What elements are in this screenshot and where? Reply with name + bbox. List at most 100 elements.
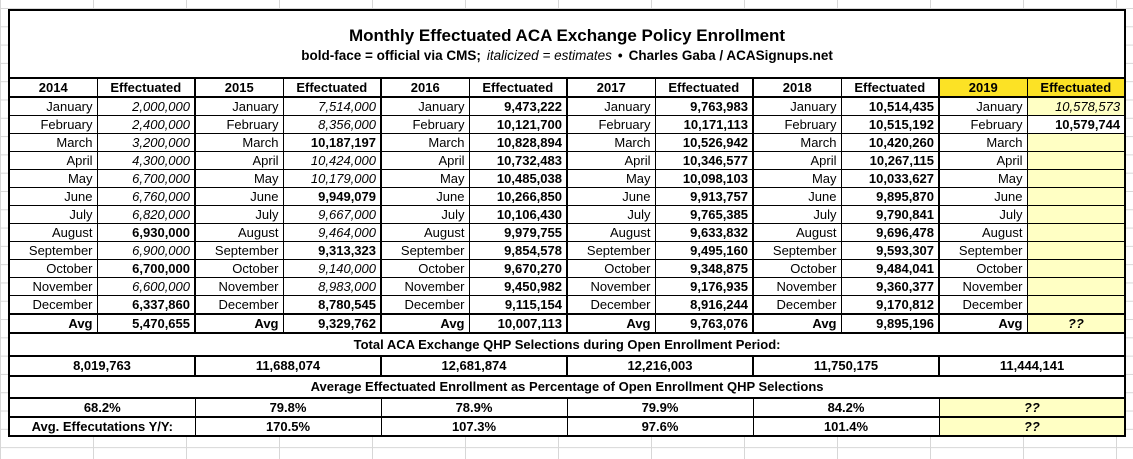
- value-cell-2018-may[interactable]: 10,033,627: [840, 169, 940, 188]
- value-cell-2018-october[interactable]: 9,484,041: [840, 259, 940, 278]
- value-cell-2015-february[interactable]: 8,356,000: [282, 115, 382, 134]
- month-cell-2015-march[interactable]: March: [194, 133, 284, 152]
- pct-value-2017[interactable]: 79.9%: [566, 397, 754, 418]
- month-cell-2016-december[interactable]: December: [380, 295, 470, 315]
- month-cell-2016-july[interactable]: July: [380, 205, 470, 224]
- pct-value-2019[interactable]: ??: [938, 397, 1126, 418]
- value-cell-2015-may[interactable]: 10,179,000: [282, 169, 382, 188]
- title-block-cell[interactable]: Monthly Effectuated ACA Exchange Policy …: [8, 9, 1126, 79]
- value-cell-2017-october[interactable]: 9,348,875: [654, 259, 754, 278]
- month-cell-2019-june[interactable]: June: [938, 187, 1028, 206]
- value-cell-2018-february[interactable]: 10,515,192: [840, 115, 940, 134]
- effectuated-header-2018[interactable]: Effectuated: [840, 77, 940, 98]
- value-cell-2019-august[interactable]: [1026, 223, 1126, 242]
- month-cell-2018-january[interactable]: January: [752, 96, 842, 116]
- pct-value-2015[interactable]: 79.8%: [194, 397, 382, 418]
- month-cell-2018-september[interactable]: September: [752, 241, 842, 260]
- value-cell-2016-april[interactable]: 10,732,483: [468, 151, 568, 170]
- month-cell-2019-may[interactable]: May: [938, 169, 1028, 188]
- value-cell-2017-february[interactable]: 10,171,113: [654, 115, 754, 134]
- month-cell-2014-august[interactable]: August: [8, 223, 98, 242]
- value-cell-2019-november[interactable]: [1026, 277, 1126, 296]
- avg-label-2018[interactable]: Avg: [752, 313, 842, 334]
- value-cell-2018-august[interactable]: 9,696,478: [840, 223, 940, 242]
- avg-label-2015[interactable]: Avg: [194, 313, 284, 334]
- qhp-heading[interactable]: Total ACA Exchange QHP Selections during…: [8, 332, 1126, 357]
- qhp-total-2014[interactable]: 8,019,763: [8, 355, 196, 377]
- value-cell-2016-july[interactable]: 10,106,430: [468, 205, 568, 224]
- value-cell-2015-november[interactable]: 8,983,000: [282, 277, 382, 296]
- month-cell-2018-february[interactable]: February: [752, 115, 842, 134]
- value-cell-2018-april[interactable]: 10,267,115: [840, 151, 940, 170]
- month-cell-2017-november[interactable]: November: [566, 277, 656, 296]
- month-cell-2019-december[interactable]: December: [938, 295, 1028, 315]
- value-cell-2015-december[interactable]: 8,780,545: [282, 295, 382, 315]
- month-cell-2017-june[interactable]: June: [566, 187, 656, 206]
- yoy-label[interactable]: Avg. Effecutations Y/Y:: [8, 416, 196, 437]
- yoy-value-2017[interactable]: 97.6%: [566, 416, 754, 437]
- month-cell-2018-august[interactable]: August: [752, 223, 842, 242]
- avg-label-2017[interactable]: Avg: [566, 313, 656, 334]
- month-cell-2016-february[interactable]: February: [380, 115, 470, 134]
- month-cell-2017-february[interactable]: February: [566, 115, 656, 134]
- value-cell-2019-april[interactable]: [1026, 151, 1126, 170]
- year-header-2015[interactable]: 2015: [194, 77, 284, 98]
- month-cell-2016-august[interactable]: August: [380, 223, 470, 242]
- month-cell-2015-august[interactable]: August: [194, 223, 284, 242]
- value-cell-2017-november[interactable]: 9,176,935: [654, 277, 754, 296]
- year-header-2017[interactable]: 2017: [566, 77, 656, 98]
- value-cell-2018-november[interactable]: 9,360,377: [840, 277, 940, 296]
- effectuated-header-2014[interactable]: Effectuated: [96, 77, 196, 98]
- value-cell-2019-february[interactable]: 10,579,744: [1026, 115, 1126, 134]
- value-cell-2014-january[interactable]: 2,000,000: [96, 96, 196, 116]
- value-cell-2018-december[interactable]: 9,170,812: [840, 295, 940, 315]
- value-cell-2015-april[interactable]: 10,424,000: [282, 151, 382, 170]
- month-cell-2018-november[interactable]: November: [752, 277, 842, 296]
- month-cell-2016-january[interactable]: January: [380, 96, 470, 116]
- value-cell-2019-december[interactable]: [1026, 295, 1126, 315]
- effectuated-header-2019[interactable]: Effectuated: [1026, 77, 1126, 98]
- value-cell-2017-august[interactable]: 9,633,832: [654, 223, 754, 242]
- avg-label-2019[interactable]: Avg: [938, 313, 1028, 334]
- month-cell-2019-february[interactable]: February: [938, 115, 1028, 134]
- month-cell-2016-september[interactable]: September: [380, 241, 470, 260]
- value-cell-2018-june[interactable]: 9,895,870: [840, 187, 940, 206]
- value-cell-2016-may[interactable]: 10,485,038: [468, 169, 568, 188]
- month-cell-2018-may[interactable]: May: [752, 169, 842, 188]
- effectuated-header-2017[interactable]: Effectuated: [654, 77, 754, 98]
- value-cell-2014-february[interactable]: 2,400,000: [96, 115, 196, 134]
- value-cell-2018-january[interactable]: 10,514,435: [840, 96, 940, 116]
- value-cell-2019-january[interactable]: 10,578,573: [1026, 96, 1126, 116]
- value-cell-2015-august[interactable]: 9,464,000: [282, 223, 382, 242]
- month-cell-2017-april[interactable]: April: [566, 151, 656, 170]
- month-cell-2014-january[interactable]: January: [8, 96, 98, 116]
- value-cell-2017-january[interactable]: 9,763,983: [654, 96, 754, 116]
- month-cell-2017-may[interactable]: May: [566, 169, 656, 188]
- value-cell-2016-february[interactable]: 10,121,700: [468, 115, 568, 134]
- month-cell-2018-june[interactable]: June: [752, 187, 842, 206]
- month-cell-2017-december[interactable]: December: [566, 295, 656, 315]
- year-header-2019[interactable]: 2019: [938, 77, 1028, 98]
- avg-value-2014[interactable]: 5,470,655: [96, 313, 196, 334]
- value-cell-2015-september[interactable]: 9,313,323: [282, 241, 382, 260]
- month-cell-2015-september[interactable]: September: [194, 241, 284, 260]
- value-cell-2014-september[interactable]: 6,900,000: [96, 241, 196, 260]
- value-cell-2017-june[interactable]: 9,913,757: [654, 187, 754, 206]
- avg-value-2015[interactable]: 9,329,762: [282, 313, 382, 334]
- month-cell-2015-february[interactable]: February: [194, 115, 284, 134]
- month-cell-2019-october[interactable]: October: [938, 259, 1028, 278]
- yoy-value-2015[interactable]: 170.5%: [194, 416, 382, 437]
- month-cell-2019-march[interactable]: March: [938, 133, 1028, 152]
- value-cell-2016-august[interactable]: 9,979,755: [468, 223, 568, 242]
- month-cell-2015-november[interactable]: November: [194, 277, 284, 296]
- year-header-2018[interactable]: 2018: [752, 77, 842, 98]
- month-cell-2019-august[interactable]: August: [938, 223, 1028, 242]
- value-cell-2016-september[interactable]: 9,854,578: [468, 241, 568, 260]
- value-cell-2015-july[interactable]: 9,667,000: [282, 205, 382, 224]
- year-header-2014[interactable]: 2014: [8, 77, 98, 98]
- month-cell-2019-july[interactable]: July: [938, 205, 1028, 224]
- value-cell-2014-october[interactable]: 6,700,000: [96, 259, 196, 278]
- month-cell-2018-april[interactable]: April: [752, 151, 842, 170]
- value-cell-2017-march[interactable]: 10,526,942: [654, 133, 754, 152]
- value-cell-2017-july[interactable]: 9,765,385: [654, 205, 754, 224]
